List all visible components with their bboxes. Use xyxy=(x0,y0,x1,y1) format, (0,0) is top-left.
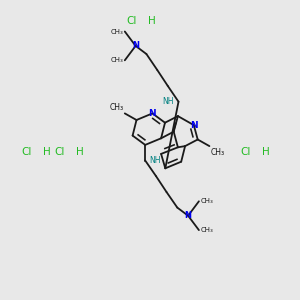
Text: H: H xyxy=(76,147,83,157)
Text: CH₃: CH₃ xyxy=(200,227,213,233)
Text: N: N xyxy=(148,109,156,118)
Text: N: N xyxy=(190,121,198,130)
Text: Cl: Cl xyxy=(127,16,137,26)
Text: H: H xyxy=(262,147,269,157)
Text: CH₃: CH₃ xyxy=(109,103,123,112)
Text: NH: NH xyxy=(163,97,174,106)
Text: H: H xyxy=(43,147,50,157)
Text: NH: NH xyxy=(150,156,161,165)
Text: H: H xyxy=(148,16,155,26)
Text: CH₃: CH₃ xyxy=(110,28,123,34)
Text: CH₃: CH₃ xyxy=(110,57,123,63)
Text: Cl: Cl xyxy=(55,147,65,157)
Text: Cl: Cl xyxy=(241,147,251,157)
Text: CH₃: CH₃ xyxy=(200,198,213,204)
Text: Cl: Cl xyxy=(22,147,32,157)
Text: CH₃: CH₃ xyxy=(211,148,225,157)
Text: N: N xyxy=(184,211,192,220)
Text: N: N xyxy=(132,41,139,50)
